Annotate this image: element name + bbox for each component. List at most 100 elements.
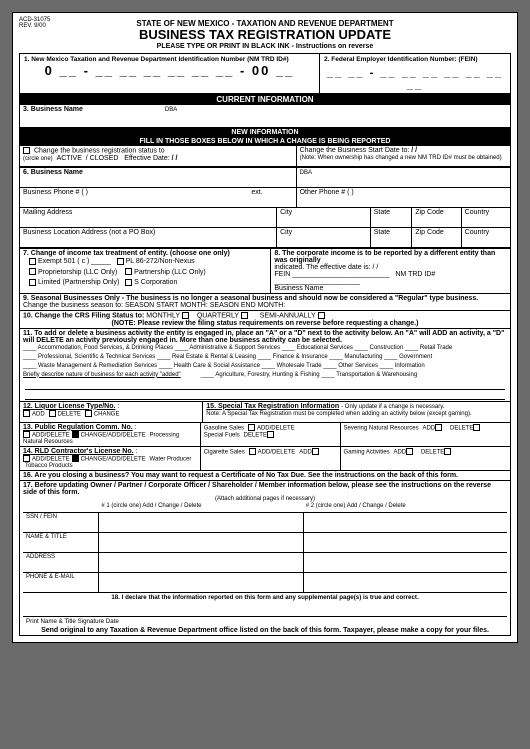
s11-box: 11. To add or delete a business activity… xyxy=(19,329,511,402)
state2-l: State xyxy=(374,229,390,236)
chk-cs2[interactable] xyxy=(312,448,319,455)
s14-w: Water Producer xyxy=(150,456,192,462)
chk-liq-del[interactable] xyxy=(49,410,56,417)
s11-r4b[interactable]: ____ Agriculture, Forestry, Hunting & Fi… xyxy=(201,372,417,378)
chk-semi[interactable] xyxy=(318,312,325,319)
country2[interactable]: Country xyxy=(462,227,510,247)
s10-box: 10. Change the CRS Filing Status to: MON… xyxy=(19,311,511,328)
ext-label: ext. xyxy=(251,189,262,196)
s4-closed[interactable]: CLOSED xyxy=(90,155,119,162)
s12-chg: CHANGE xyxy=(94,411,120,417)
s7-8-box: 7. Change of income tax treatment of ent… xyxy=(19,248,511,294)
chk-sf[interactable] xyxy=(267,431,274,438)
s2-mask[interactable]: __ __ - __ __ __ __ __ __ __ xyxy=(324,67,506,91)
header-title: BUSINESS TAX REGISTRATION UPDATE xyxy=(19,28,511,43)
s13: 13. Public Regulation Comm. No. : ADD/DE… xyxy=(20,422,201,446)
state1[interactable]: State xyxy=(371,207,413,227)
chk-501[interactable] xyxy=(29,258,36,265)
chk-status[interactable] xyxy=(23,147,30,154)
chk-prc-c[interactable] xyxy=(72,431,79,438)
s4-eff-mask[interactable]: / / xyxy=(172,155,178,162)
s15-sv: Severing Natural Resources ADD DELETE xyxy=(341,422,510,446)
row-ids: 1. New Mexico Taxation and Revenue Depar… xyxy=(19,53,511,94)
s14-t: Tobacco Products xyxy=(25,463,73,469)
s8-fein[interactable]: FEIN _________________________ xyxy=(274,271,389,278)
city1[interactable]: City xyxy=(277,207,371,227)
s17-r4-2[interactable] xyxy=(304,572,507,592)
s8: 8. The corporate income is to be reporte… xyxy=(271,248,510,293)
s4-circle: (circle one) xyxy=(23,156,53,162)
s7: 7. Change of income tax treatment of ent… xyxy=(20,248,271,293)
s6-left[interactable]: 6. Business Name xyxy=(20,167,297,187)
s17-r1-1[interactable] xyxy=(99,512,303,532)
chk-monthly[interactable] xyxy=(182,312,189,319)
s10-label: 10. Change the CRS Filing Status to: xyxy=(23,313,144,320)
s12-add: ADD xyxy=(32,411,45,417)
s17-r3-2[interactable] xyxy=(304,552,507,572)
phone-left[interactable]: Business Phone # ( ) ext. xyxy=(20,187,297,207)
cs-add: ADD xyxy=(299,449,312,455)
chk-liq-add[interactable] xyxy=(23,410,30,417)
chk-quarterly[interactable] xyxy=(241,312,248,319)
s9-line2[interactable]: Change the business season to: SEASON ST… xyxy=(23,302,507,309)
chk-prop[interactable] xyxy=(29,268,36,275)
chk-pl86[interactable] xyxy=(117,258,124,265)
s17-r1-2[interactable] xyxy=(304,512,507,532)
s15-ga: Gaming Activities ADD DELETE xyxy=(341,446,510,470)
s4-active[interactable]: ACTIVE xyxy=(57,155,82,162)
s17-r4-1[interactable] xyxy=(99,572,303,592)
s17-r2-2[interactable] xyxy=(304,532,507,552)
state2[interactable]: State xyxy=(371,227,413,247)
s7-o1: Exempt 501 ( c ) _____ xyxy=(38,258,111,265)
chk-ga-a[interactable] xyxy=(406,448,413,455)
mail-addr[interactable]: Mailing Address xyxy=(20,207,277,227)
chk-ltd[interactable] xyxy=(29,279,36,286)
s13-label: 13. Public Regulation Comm. No. xyxy=(23,424,133,431)
s5-mask[interactable]: / / xyxy=(411,147,417,154)
loc-label: Business Location Address (not a PO Box) xyxy=(23,229,155,236)
s17-box: 17. Before updating Owner / Partner / Co… xyxy=(19,481,511,636)
bp-label: Business Phone # ( ) xyxy=(23,189,88,196)
chk-rld-c[interactable] xyxy=(72,455,79,462)
s17-r2-1[interactable] xyxy=(99,532,303,552)
s6-right[interactable]: DBA xyxy=(297,167,510,187)
chk-sv-d[interactable] xyxy=(473,424,480,431)
s8-bn[interactable]: Business Name xyxy=(274,285,507,292)
chk-cs[interactable] xyxy=(249,448,256,455)
s17-r3-1[interactable] xyxy=(99,552,303,572)
s16-box: 16. Are you closing a business? You may … xyxy=(19,471,511,481)
chk-ga-d[interactable] xyxy=(444,448,451,455)
city2[interactable]: City xyxy=(277,227,371,247)
s5-note: (Note: When ownership has changed a new … xyxy=(300,155,502,161)
s1-mask[interactable]: 0 __ - __ __ __ __ __ __ - 00 __ xyxy=(24,63,315,78)
chk-scorp[interactable] xyxy=(125,279,132,286)
s11-r1[interactable]: ____ Accommodation, Food Services, & Dri… xyxy=(23,344,507,353)
s7-o4: Partnership (LLC Only) xyxy=(134,269,206,276)
s18-sig[interactable]: Print Name & Title Signature Date xyxy=(26,618,119,625)
s15-note2: Note: A Special Tax Registration must be… xyxy=(206,411,471,417)
zip2[interactable]: Zip Code xyxy=(412,227,461,247)
ga-add: ADD xyxy=(393,449,406,455)
country2-l: Country xyxy=(465,229,490,236)
zip1[interactable]: Zip Code xyxy=(412,207,461,227)
s11-r2[interactable]: ____ Professional, Scientific & Technica… xyxy=(23,353,507,362)
country1[interactable]: Country xyxy=(462,207,510,227)
s1-label: 1. New Mexico Taxation and Revenue Depar… xyxy=(24,56,315,63)
city2-l: City xyxy=(280,229,292,236)
chk-sv-a[interactable] xyxy=(435,424,442,431)
s6-label: 6. Business Name xyxy=(23,169,83,176)
chk-liq-chg[interactable] xyxy=(85,410,92,417)
chk-ptr[interactable] xyxy=(125,268,132,275)
s14: 14. RLD Contractor's License No. : ADD/D… xyxy=(20,446,201,470)
s11-r3[interactable]: ____ Waste Management & Remediation Serv… xyxy=(23,362,507,371)
s3-box: 3. Business Name DBA xyxy=(19,105,511,128)
chk-rld-ad[interactable] xyxy=(23,455,30,462)
chk-prc-ad[interactable] xyxy=(23,431,30,438)
zip2-l: Zip Code xyxy=(415,229,443,236)
zip1-l: Zip Code xyxy=(415,209,443,216)
header: STATE OF NEW MEXICO - TAXATION AND REVEN… xyxy=(19,19,511,51)
chk-gs[interactable] xyxy=(248,424,255,431)
loc-addr[interactable]: Business Location Address (not a PO Box) xyxy=(20,227,277,247)
s17-r2: NAME & TITLE xyxy=(23,532,99,552)
phone-right[interactable]: Other Phone # ( ) xyxy=(297,187,510,207)
